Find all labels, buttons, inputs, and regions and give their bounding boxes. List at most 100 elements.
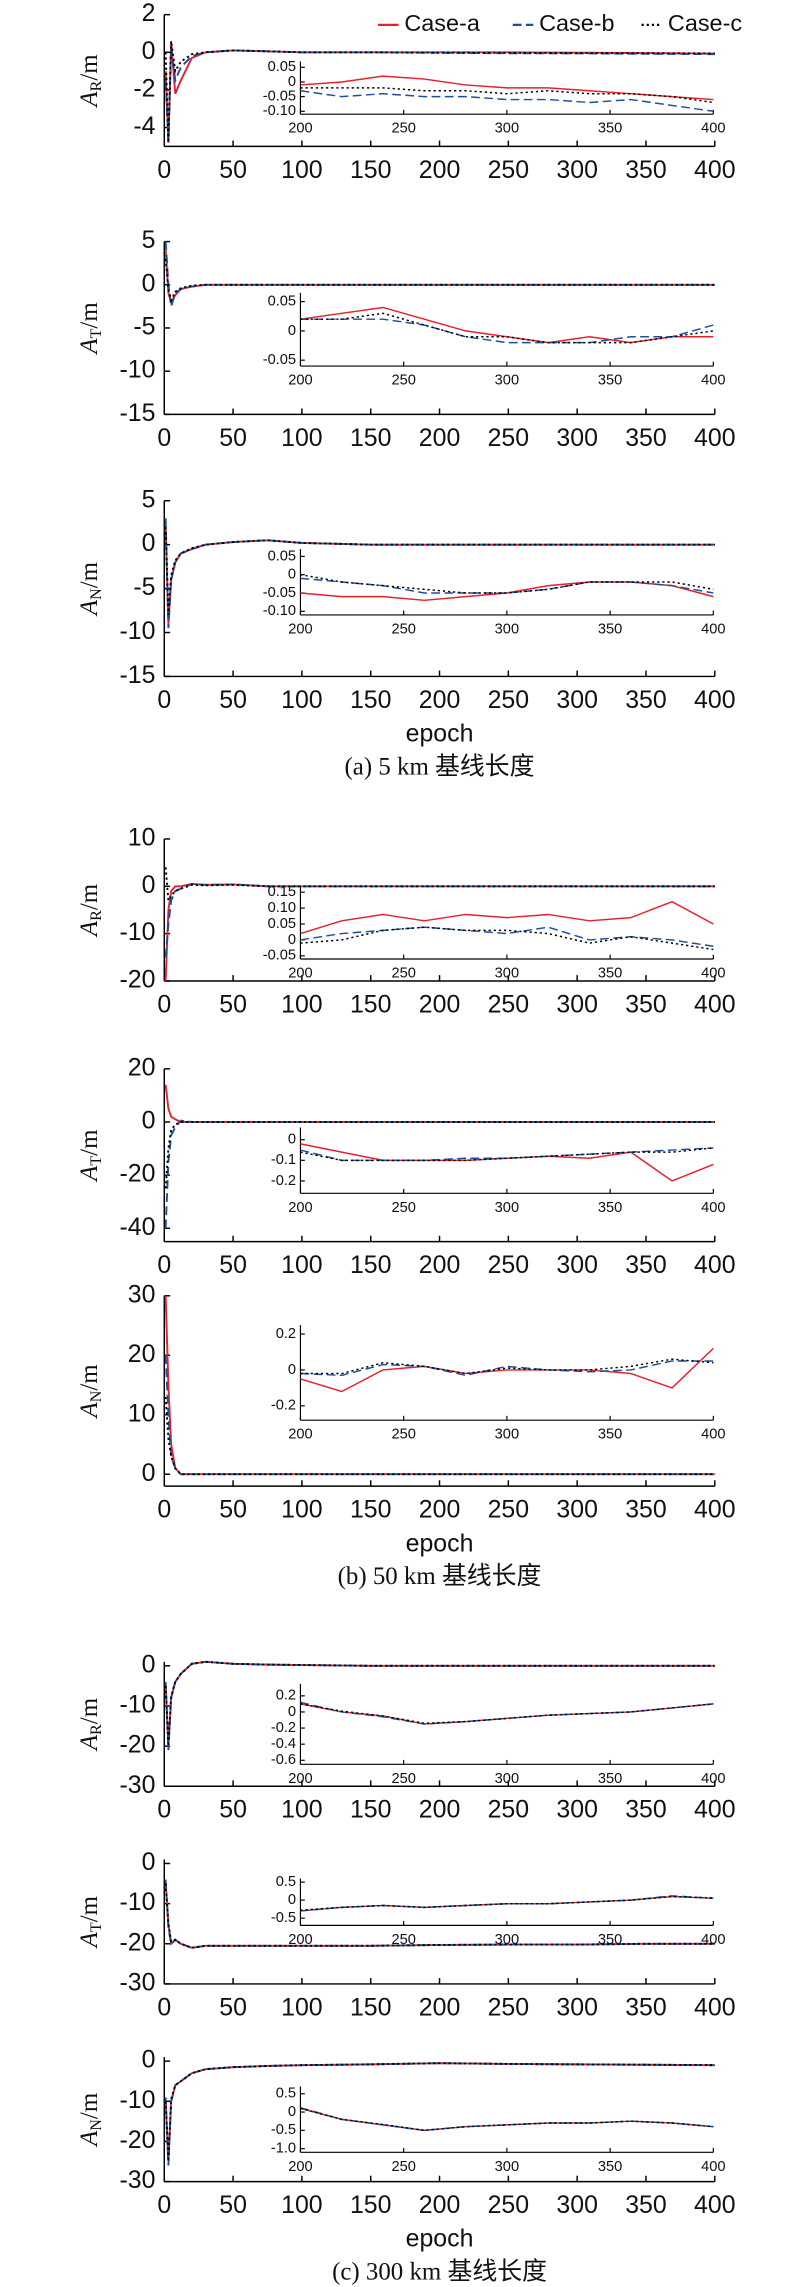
inset-y-tick-label: 0 — [288, 1892, 296, 1908]
series-line — [164, 1660, 715, 1747]
inset-series-line — [300, 90, 714, 113]
inset-y-tick-label: 0 — [288, 74, 296, 90]
x-tick-label: 0 — [157, 1796, 171, 1824]
x-tick-label: 150 — [350, 156, 392, 184]
inset-x-tick-label: 300 — [495, 1427, 519, 1443]
x-tick-label: 200 — [419, 156, 461, 184]
inset-series-line — [300, 1701, 714, 1725]
x-tick-label: 200 — [419, 1251, 461, 1279]
y-axis-label-part: A — [76, 91, 103, 109]
y-tick-label: -10 — [120, 1888, 156, 1916]
inset-x-tick-label: 200 — [288, 121, 312, 137]
y-tick-label: 0 — [142, 1848, 156, 1876]
inset-x-tick-label: 350 — [598, 1427, 622, 1443]
inset-series-line — [300, 1147, 714, 1162]
inset-x-tick-label: 350 — [598, 121, 622, 137]
inset-x-tick-label: 300 — [495, 966, 519, 982]
series-line — [164, 2062, 715, 2162]
x-tick-label: 350 — [625, 990, 667, 1018]
inset-y-tick-label: 0 — [288, 567, 296, 583]
inset-y-tick-label: -0.4 — [271, 1736, 296, 1752]
inset-x-tick-label: 400 — [701, 621, 725, 637]
y-axis-label-part: R — [88, 910, 105, 921]
inset-x-tick-label: 250 — [391, 1932, 415, 1948]
inset-y-tick-label: -0.6 — [271, 1752, 296, 1768]
x-tick-label: 150 — [350, 1251, 392, 1279]
x-tick-label: 400 — [694, 1496, 736, 1524]
x-tick-label: 50 — [219, 1796, 247, 1824]
y-tick-label: 20 — [128, 1053, 156, 1081]
inset-y-tick-label: 0.2 — [276, 1326, 296, 1342]
x-tick-label: 100 — [281, 1993, 323, 2021]
x-tick-label: 400 — [694, 1993, 736, 2021]
x-tick-label: 200 — [419, 990, 461, 1018]
series-line — [164, 241, 715, 307]
x-axis-label: epoch — [406, 2225, 474, 2253]
inset-series-line — [300, 926, 714, 951]
inset-y-tick-label: -0.05 — [263, 89, 296, 105]
x-tick-label: 350 — [625, 424, 667, 452]
x-tick-label: 300 — [556, 1251, 598, 1279]
x-tick-label: 0 — [157, 1993, 171, 2021]
inset-x-tick-label: 200 — [288, 2159, 312, 2175]
y-axis-label-part: T — [88, 1922, 105, 1932]
x-tick-label: 350 — [625, 1496, 667, 1524]
x-tick-label: 350 — [625, 156, 667, 184]
y-tick-label: -20 — [120, 966, 156, 994]
y-tick-label: -20 — [120, 1160, 156, 1188]
y-axis-label-part: A — [76, 1165, 103, 1183]
x-tick-label: 50 — [219, 990, 247, 1018]
series-line — [164, 1295, 715, 1476]
inset-series-line — [300, 2107, 714, 2132]
inset-y-tick-label: 0 — [288, 932, 296, 948]
inset-y-tick-label: 0 — [288, 2104, 296, 2120]
inset-y-tick-label: 0.05 — [268, 548, 296, 564]
caption: (a) 5 km 基线长度 — [345, 752, 535, 780]
series-line — [164, 527, 715, 616]
legend-label: Case-a — [404, 10, 480, 36]
x-tick-label: 150 — [350, 1993, 392, 2021]
x-tick-label: 300 — [556, 1993, 598, 2021]
x-tick-label: 50 — [219, 686, 247, 714]
inset-x-tick-label: 400 — [701, 1932, 725, 1948]
y-tick-label: -10 — [120, 1691, 156, 1719]
y-tick-label: 0 — [142, 529, 156, 557]
x-tick-label: 50 — [219, 1993, 247, 2021]
inset-x-tick-label: 300 — [495, 373, 519, 389]
y-axis-label-part: /m — [76, 302, 103, 328]
x-axis-label: epoch — [406, 720, 474, 748]
y-axis-label: AN/m — [76, 2093, 105, 2148]
y-axis-label-part: /m — [76, 1698, 103, 1724]
y-tick-label: 2 — [142, 0, 156, 27]
y-tick-label: -5 — [133, 313, 155, 341]
series-line — [164, 1121, 715, 1189]
x-tick-label: 300 — [556, 156, 598, 184]
x-tick-label: 400 — [694, 1251, 736, 1279]
x-tick-label: 350 — [625, 2191, 667, 2219]
x-tick-label: 50 — [219, 156, 247, 184]
inset-x-tick-label: 200 — [288, 373, 312, 389]
x-tick-label: 400 — [694, 990, 736, 1018]
x-tick-label: 100 — [281, 424, 323, 452]
x-tick-label: 250 — [488, 156, 530, 184]
x-tick-label: 200 — [419, 1796, 461, 1824]
x-tick-label: 0 — [157, 686, 171, 714]
inset-series-line — [300, 1360, 714, 1377]
y-tick-label: 0 — [142, 1107, 156, 1135]
series-line — [164, 1084, 715, 1123]
inset-y-tick-label: -0.05 — [263, 352, 296, 368]
x-tick-label: 400 — [694, 686, 736, 714]
y-axis-label-part: A — [76, 920, 103, 938]
inset-y-tick-label: -0.1 — [271, 1152, 296, 1168]
y-tick-label: -20 — [120, 2126, 156, 2154]
y-axis-label-part: /m — [76, 884, 103, 910]
inset-series-line — [300, 312, 714, 344]
inset-x-tick-label: 350 — [598, 373, 622, 389]
inset-x-tick-label: 250 — [391, 1200, 415, 1216]
inset-x-tick-label: 400 — [701, 1427, 725, 1443]
y-axis-label-part: N — [88, 2119, 105, 2131]
y-tick-label: 0 — [142, 2046, 156, 2074]
inset-x-tick-label: 300 — [495, 1771, 519, 1787]
inset-y-tick-label: 0.5 — [276, 1874, 296, 1890]
inset-y-tick-label: -0.10 — [263, 103, 296, 119]
